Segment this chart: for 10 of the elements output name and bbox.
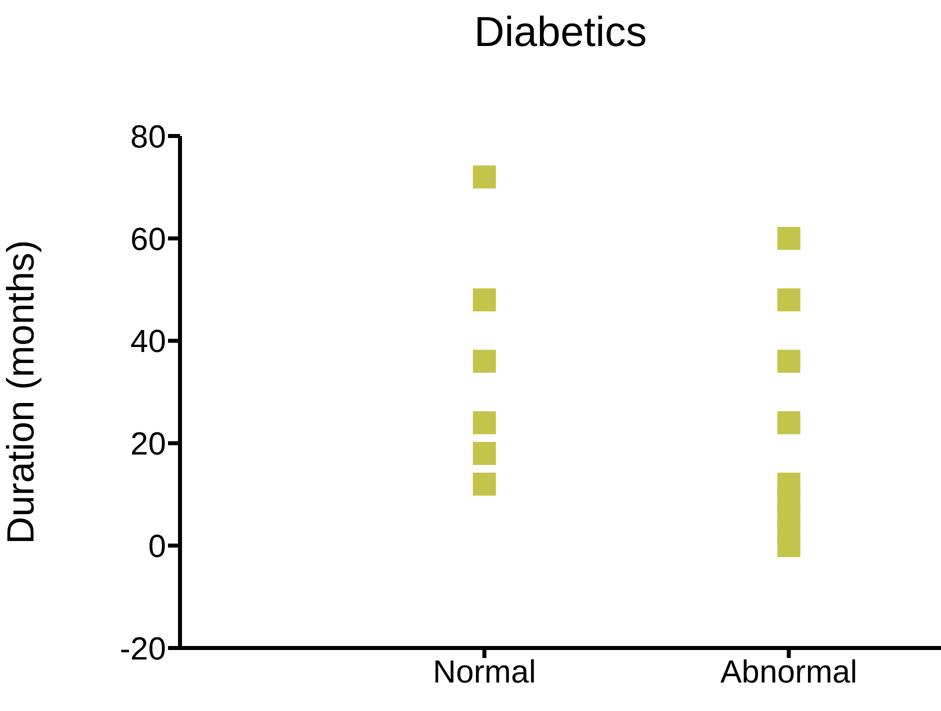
y-tick-label: 40	[130, 323, 166, 360]
y-tick-label: 20	[130, 426, 166, 462]
x-tick-label: Normal	[432, 654, 536, 690]
x-tick-label: Abnormal	[720, 654, 858, 690]
y-tick-label: 0	[148, 528, 166, 564]
y-tick-label: -20	[120, 630, 166, 666]
y-tick-label: 80	[130, 118, 166, 154]
chart-title: Diabetics	[473, 8, 648, 56]
y-axis-title: Duration (months)	[0, 240, 42, 544]
y-tick-label: 60	[130, 220, 166, 257]
